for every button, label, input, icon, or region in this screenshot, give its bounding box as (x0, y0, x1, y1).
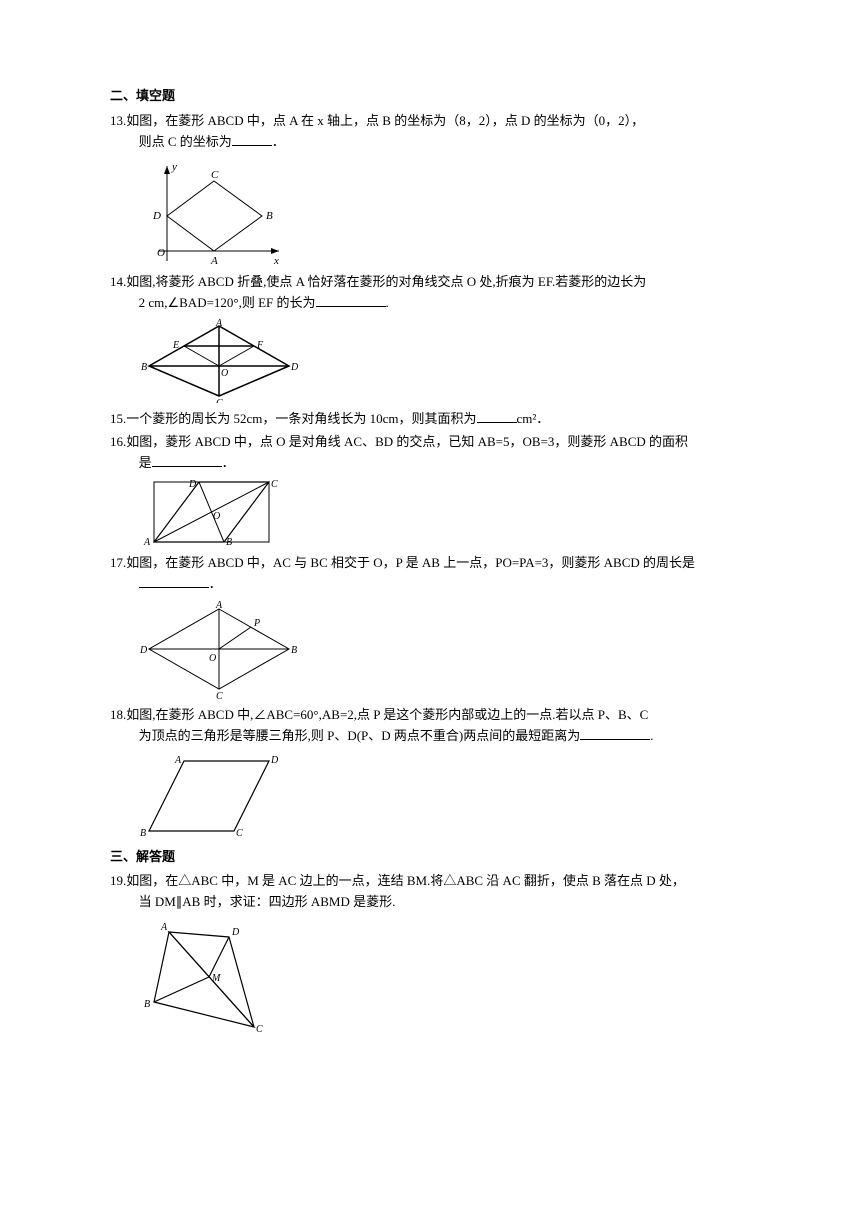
label-E: E (172, 340, 179, 351)
label-B: B (291, 645, 297, 656)
label-A: A (215, 318, 223, 329)
label-C: C (216, 398, 223, 403)
q13-text: 如图，在菱形 ABCD 中，点 A 在 x 轴上，点 B 的坐标为（8，2），点… (126, 113, 644, 128)
q16-text2: 是 (139, 455, 152, 470)
label-A: A (215, 600, 223, 611)
q13-line2: 则点 C 的坐标为 ． (110, 132, 750, 153)
label-B: B (266, 210, 273, 222)
label-F: F (256, 340, 264, 351)
question-15: 15.一个菱形的周长为 52cm，一条对角线长为 10cm，则其面积为 cm²． (110, 409, 750, 430)
q13-blank (232, 132, 272, 146)
q15-num: 15. (110, 411, 126, 426)
q19-text2: 当 DM∥AB 时，求证：四边形 ABMD 是菱形. (139, 894, 396, 909)
q18-num: 18. (110, 707, 126, 722)
q17-line2: ． (110, 574, 750, 595)
q19-line2: 当 DM∥AB 时，求证：四边形 ABMD 是菱形. (110, 892, 750, 913)
q13-line1: 13.如图，在菱形 ABCD 中，点 A 在 x 轴上，点 B 的坐标为（8，2… (110, 111, 750, 132)
label-C: C (271, 479, 278, 490)
q15-line1: 15.一个菱形的周长为 52cm，一条对角线长为 10cm，则其面积为 cm²． (110, 409, 750, 430)
q18-text2: 为顶点的三角形是等腰三角形,则 P、D(P、D 两点不重合)两点间的最短距离为 (139, 728, 581, 743)
label-C: C (256, 1024, 263, 1035)
question-14: 14.如图,将菱形 ABCD 折叠,使点 A 恰好落在菱形的对角线交点 O 处,… (110, 272, 750, 403)
q13-num: 13. (110, 113, 126, 128)
label-C: C (211, 169, 219, 181)
label-O: O (209, 653, 216, 664)
q16-line2: 是． (110, 453, 750, 474)
label-B: B (226, 537, 232, 547)
q18-line1: 18.如图,在菱形 ABCD 中,∠ABC=60°,AB=2,点 P 是这个菱形… (110, 705, 750, 726)
q14-text: 如图,将菱形 ABCD 折叠,使点 A 恰好落在菱形的对角线交点 O 处,折痕为… (126, 274, 646, 289)
q15-text: 一个菱形的周长为 52cm，一条对角线长为 10cm，则其面积为 (126, 411, 476, 426)
q14-text2: 2 cm,∠BAD=120°,则 EF 的长为 (139, 295, 316, 310)
q16-blank (152, 453, 222, 467)
label-O: O (221, 368, 228, 379)
label-D: D (188, 479, 197, 490)
label-D: D (290, 362, 299, 373)
question-16: 16.如图，菱形 ABCD 中，点 O 是对角线 AC、BD 的交点，已知 AB… (110, 432, 750, 548)
q13-period: ． (272, 134, 285, 149)
question-17: 17.如图，在菱形 ABCD 中，AC 与 BC 相交于 O，P 是 AB 上一… (110, 553, 750, 699)
label-x: x (273, 255, 279, 266)
q15-blank (477, 409, 517, 423)
q14-line2: 2 cm,∠BAD=120°,则 EF 的长为. (110, 293, 750, 314)
q16-line1: 16.如图，菱形 ABCD 中，点 O 是对角线 AC、BD 的交点，已知 AB… (110, 432, 750, 453)
label-y: y (171, 161, 177, 173)
label-O: O (157, 247, 165, 259)
q17-text: 如图，在菱形 ABCD 中，AC 与 BC 相交于 O，P 是 AB 上一点，P… (126, 555, 695, 570)
label-B: B (144, 999, 150, 1010)
q18-diagram: A D B C (139, 751, 750, 841)
question-18: 18.如图,在菱形 ABCD 中,∠ABC=60°,AB=2,点 P 是这个菱形… (110, 705, 750, 841)
q14-line1: 14.如图,将菱形 ABCD 折叠,使点 A 恰好落在菱形的对角线交点 O 处,… (110, 272, 750, 293)
q16-text: 如图，菱形 ABCD 中，点 O 是对角线 AC、BD 的交点，已知 AB=5，… (126, 434, 688, 449)
q19-line1: 19.如图，在△ABC 中，M 是 AC 边上的一点，连结 BM.将△ABC 沿… (110, 871, 750, 892)
label-D: D (270, 755, 279, 766)
q18-blank (580, 726, 650, 740)
q14-blank (316, 293, 386, 307)
page-container: 二、填空题 13.如图，在菱形 ABCD 中，点 A 在 x 轴上，点 B 的坐… (0, 0, 860, 1083)
q17-line1: 17.如图，在菱形 ABCD 中，AC 与 BC 相交于 O，P 是 AB 上一… (110, 553, 750, 574)
label-D: D (152, 210, 161, 222)
question-19: 19.如图，在△ABC 中，M 是 AC 边上的一点，连结 BM.将△ABC 沿… (110, 871, 750, 1037)
q16-diagram: A B C D O (139, 477, 750, 547)
q17-diagram: A B C D O P (139, 599, 750, 699)
q16-period: ． (222, 455, 235, 470)
label-A: A (143, 537, 151, 547)
label-B: B (141, 362, 147, 373)
label-A: A (160, 922, 168, 933)
label-C: C (236, 828, 243, 839)
label-D: D (139, 645, 148, 656)
q17-period: ． (209, 576, 222, 591)
label-C: C (216, 691, 223, 699)
q17-num: 17. (110, 555, 126, 570)
label-P: P (253, 618, 260, 629)
label-O: O (213, 511, 220, 522)
q19-diagram: A B C D M (139, 917, 750, 1037)
q16-num: 16. (110, 434, 126, 449)
q14-diagram: A B D C E F O (139, 318, 750, 403)
q19-text: 如图，在△ABC 中，M 是 AC 边上的一点，连结 BM.将△ABC 沿 AC… (126, 873, 685, 888)
q19-num: 19. (110, 873, 126, 888)
label-A: A (174, 755, 182, 766)
q14-num: 14. (110, 274, 126, 289)
label-A: A (210, 255, 218, 266)
section-2-header: 二、填空题 (110, 86, 750, 107)
q13-diagram: O A B C D y x (139, 156, 750, 266)
q18-period: . (650, 728, 653, 743)
label-B: B (140, 828, 146, 839)
q18-line2: 为顶点的三角形是等腰三角形,则 P、D(P、D 两点不重合)两点间的最短距离为. (110, 726, 750, 747)
label-D: D (231, 927, 240, 938)
q15-unit: cm²． (517, 411, 550, 426)
section-3-header: 三、解答题 (110, 847, 750, 868)
q17-blank (139, 574, 209, 588)
label-M: M (211, 973, 221, 984)
q13-text2: 则点 C 的坐标为 (139, 134, 232, 149)
question-13: 13.如图，在菱形 ABCD 中，点 A 在 x 轴上，点 B 的坐标为（8，2… (110, 111, 750, 267)
q18-text: 如图,在菱形 ABCD 中,∠ABC=60°,AB=2,点 P 是这个菱形内部或… (126, 707, 648, 722)
q14-period: . (386, 295, 389, 310)
